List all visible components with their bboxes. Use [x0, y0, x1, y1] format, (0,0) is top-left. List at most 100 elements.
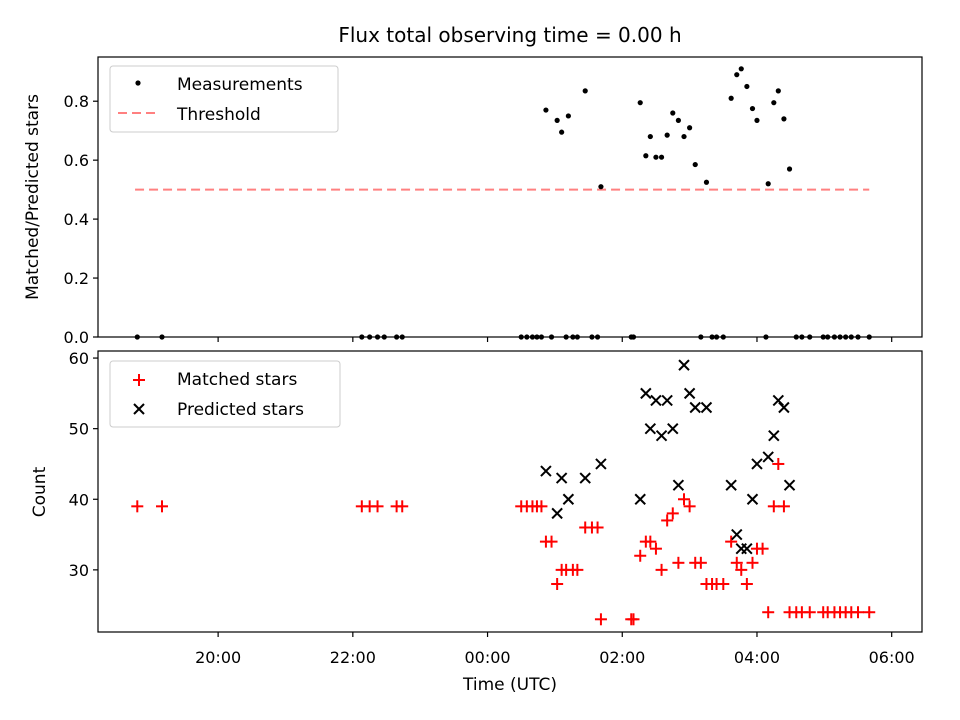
predicted-star-point: [683, 387, 696, 400]
matched-star-point: [396, 500, 409, 513]
measurement-point: [670, 110, 676, 116]
matched-star-point: [634, 549, 647, 562]
x-tick-label: 00:00: [464, 648, 510, 667]
top-y-tick-label: 0.4: [64, 210, 89, 229]
measurement-point: [367, 334, 373, 340]
measurement-point: [374, 334, 381, 340]
measurement-point: [713, 334, 720, 340]
predicted-star-point: [678, 359, 690, 371]
matched-star-point: [683, 500, 696, 513]
predicted-star-point: [551, 507, 563, 520]
matched-star-point: [591, 521, 604, 534]
matched-star-point: [762, 606, 775, 619]
matched-star-point: [131, 500, 144, 513]
matched-stars-points: [131, 457, 876, 626]
matched-star-point: [717, 577, 730, 590]
predicted-star-point: [700, 401, 713, 414]
measurement-point: [837, 334, 843, 340]
measurement-point: [582, 88, 588, 94]
measurement-point: [754, 117, 760, 123]
measurement-point: [658, 154, 665, 160]
matched-star-point: [735, 563, 748, 576]
x-tick-label: 04:00: [734, 648, 780, 667]
measurement-point: [653, 154, 659, 160]
measurement-point: [643, 153, 649, 159]
measurement-point: [534, 334, 540, 340]
predicted-star-point: [644, 422, 657, 435]
matched-star-point: [803, 606, 816, 619]
measurement-point: [529, 334, 536, 340]
measurement-point: [749, 105, 756, 112]
measurement-point: [359, 334, 365, 340]
measurement-point: [825, 334, 831, 340]
bottom-y-tick-label: 40: [69, 490, 89, 509]
matched-star-point: [545, 535, 558, 548]
measurement-point: [793, 334, 799, 340]
matched-star-point: [594, 613, 607, 626]
measurement-point: [524, 334, 530, 340]
x-tick-label: 06:00: [869, 648, 915, 667]
measurement-point: [692, 161, 698, 168]
measurement-point: [799, 334, 805, 340]
x-axis-label: Time (UTC): [462, 675, 557, 695]
x-tick-label: 22:00: [330, 648, 376, 667]
measurement-point: [647, 133, 653, 140]
bottom-x-ticks: 20:00 22:00 00:00 02:00 04:00 06:00: [195, 632, 915, 667]
top-plot-frame: [97, 56, 923, 338]
measurement-point: [637, 100, 643, 106]
bottom-y-ticks: 30 40 50 60: [69, 349, 98, 580]
chart-title: Flux total observing time = 0.00 h: [338, 23, 681, 47]
matched-star-point: [694, 556, 707, 569]
measurement-point: [728, 95, 734, 101]
measurement-point: [807, 334, 813, 340]
matched-star-point: [551, 577, 564, 590]
predicted-star-point: [768, 430, 780, 442]
measurement-point: [703, 179, 710, 185]
bottom-y-tick-label: 30: [69, 561, 89, 580]
top-legend: Measurements Threshold: [109, 65, 339, 133]
top-panel: 0.00.20.40.60.8 Matched/Predicted stars …: [23, 56, 923, 347]
matched-star-point: [725, 535, 738, 548]
bottom-y-tick-label: 50: [69, 420, 89, 439]
x-tick-label: 20:00: [195, 648, 241, 667]
predicted-star-point: [655, 430, 668, 442]
top-y-tick-label: 0.6: [64, 151, 89, 170]
predicted-star-point: [640, 387, 652, 400]
measurement-point: [159, 334, 165, 340]
predicted-star-point: [731, 528, 743, 541]
bottom-y-tick-label: 60: [69, 349, 89, 368]
measurement-point: [589, 334, 595, 340]
matched-star-point: [666, 507, 679, 520]
legend-predicted-label: Predicted stars: [177, 400, 304, 420]
legend-matched-label: Matched stars: [177, 370, 297, 390]
measurement-point: [554, 117, 560, 123]
measurement-point: [681, 133, 687, 140]
measurement-point: [866, 334, 872, 340]
predicted-stars-points: [540, 359, 796, 555]
measurement-point: [675, 117, 681, 123]
predicted-star-point: [634, 493, 646, 505]
predicted-star-point: [778, 401, 790, 414]
top-x-ticks: [217, 337, 893, 342]
matched-star-point: [767, 500, 780, 513]
measurement-point: [394, 334, 400, 340]
predicted-star-point: [562, 493, 575, 505]
measurement-point: [687, 125, 693, 131]
measurement-point: [738, 66, 744, 72]
matched-star-point: [627, 613, 640, 626]
legend-predicted-marker: [133, 403, 145, 415]
predicted-star-point: [667, 422, 679, 435]
measurement-point: [855, 334, 861, 340]
measurement-point: [820, 334, 826, 340]
matched-star-point: [740, 577, 753, 590]
measurement-point: [563, 334, 569, 340]
predicted-star-point: [772, 394, 785, 407]
top-legend-box: [109, 65, 339, 133]
measurement-point: [134, 334, 140, 340]
matched-star-point: [756, 542, 769, 555]
measurement-point: [574, 334, 580, 340]
predicted-star-point: [741, 542, 753, 555]
matched-star-point: [678, 493, 691, 506]
measurement-point: [548, 334, 555, 340]
